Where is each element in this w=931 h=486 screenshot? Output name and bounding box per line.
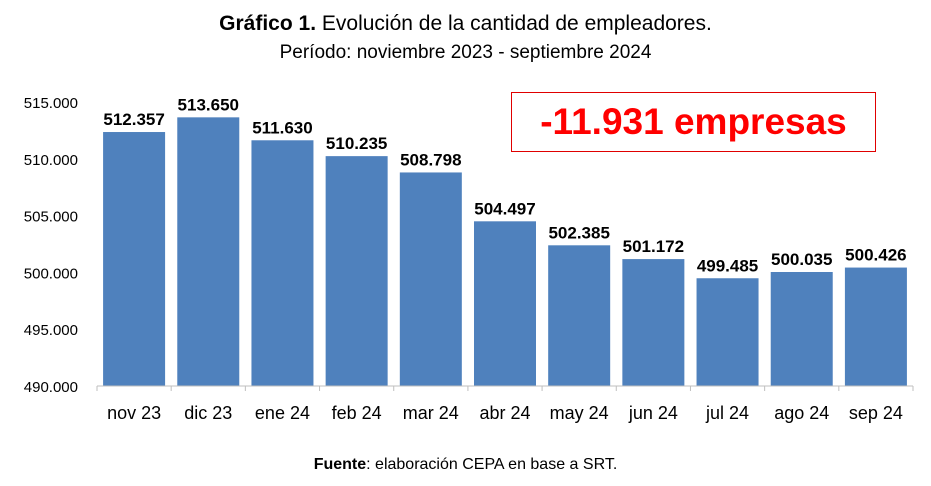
bar — [474, 221, 536, 386]
x-tick-label: jul 24 — [705, 403, 749, 423]
title-text: Evolución de la cantidad de empleadores. — [321, 12, 712, 35]
y-tick-label: 515.000 — [24, 95, 78, 112]
annotation-text: -11.931 empresas — [540, 101, 847, 142]
y-tick-label: 490.000 — [24, 379, 78, 396]
source-note: Fuente: elaboración CEPA en base a SRT. — [0, 456, 931, 474]
annotation-box: -11.931 empresas — [511, 92, 876, 152]
x-tick-label: jun 24 — [628, 403, 678, 423]
x-tick-label: sep 24 — [849, 403, 903, 423]
data-label: 500.426 — [845, 246, 906, 265]
data-label: 508.798 — [400, 150, 461, 169]
x-tick-label: abr 24 — [479, 403, 530, 423]
bar — [696, 278, 759, 386]
source-text: : elaboración CEPA en base a SRT. — [366, 456, 618, 473]
data-label: 511.630 — [252, 118, 313, 137]
bar — [251, 140, 314, 386]
x-tick-label: ago 24 — [774, 403, 829, 423]
x-tick-label: feb 24 — [332, 403, 382, 423]
data-label: 512.357 — [103, 110, 164, 129]
bar — [177, 117, 240, 386]
y-tick-label: 500.000 — [24, 265, 78, 282]
chart-title: Gráfico 1. Evolución de la cantidad de e… — [0, 12, 931, 36]
x-tick-label: may 24 — [550, 403, 609, 423]
x-tick-label: nov 23 — [107, 403, 161, 423]
source-label: Fuente — [313, 456, 367, 473]
bar — [770, 272, 833, 386]
data-label: 502.385 — [548, 223, 609, 242]
bar — [844, 267, 907, 386]
data-label: 499.485 — [697, 256, 758, 275]
bar — [325, 156, 388, 386]
y-tick-label: 505.000 — [24, 209, 78, 226]
data-label: 510.235 — [326, 134, 387, 153]
y-tick-label: 510.000 — [24, 152, 78, 169]
title-prefix: Gráfico 1. — [219, 12, 317, 35]
data-label: 504.497 — [474, 199, 535, 218]
bar — [622, 259, 685, 386]
chart-subtitle: Período: noviembre 2023 - septiembre 202… — [279, 42, 652, 63]
x-tick-label: mar 24 — [403, 403, 459, 423]
bar — [399, 172, 462, 386]
data-label: 500.035 — [771, 250, 832, 269]
y-tick-label: 495.000 — [24, 322, 78, 339]
bar — [103, 132, 166, 386]
x-tick-label: ene 24 — [255, 403, 310, 423]
x-tick-label: dic 23 — [184, 403, 232, 423]
bar — [548, 245, 611, 386]
data-label: 501.172 — [623, 237, 684, 256]
data-label: 513.650 — [178, 95, 239, 114]
